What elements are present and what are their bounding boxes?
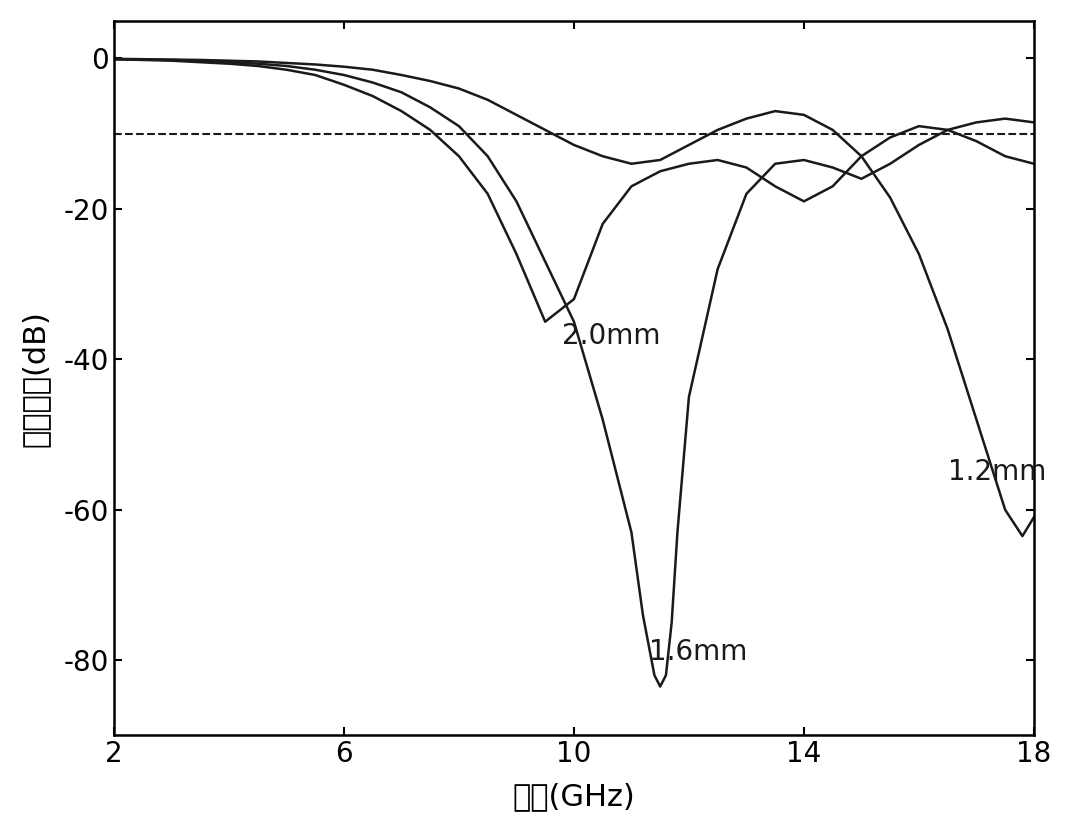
Text: 1.6mm: 1.6mm [648, 638, 747, 666]
X-axis label: 频率(GHz): 频率(GHz) [513, 782, 635, 811]
Y-axis label: 反射损耗(dB): 反射损耗(dB) [20, 310, 49, 447]
Text: 1.2mm: 1.2mm [948, 458, 1046, 486]
Text: 2.0mm: 2.0mm [562, 322, 661, 350]
